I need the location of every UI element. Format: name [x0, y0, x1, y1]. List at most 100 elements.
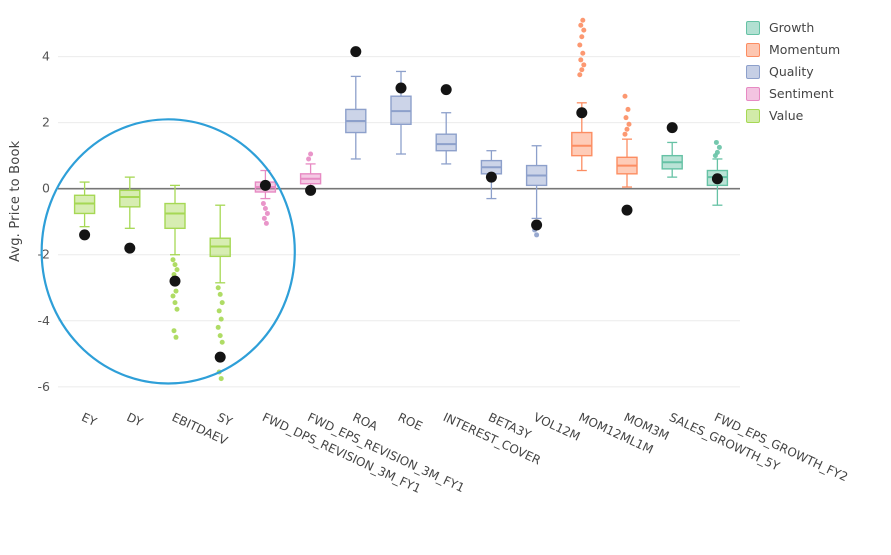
y-tick-label: -2 — [38, 247, 50, 262]
legend-label: Growth — [769, 20, 815, 35]
outlier-point[interactable] — [713, 139, 719, 145]
x-tick-label: DY — [125, 410, 146, 430]
box-interest_cover[interactable] — [435, 133, 457, 152]
current-value-dot-roe[interactable] — [395, 82, 407, 94]
outlier-point[interactable] — [716, 144, 722, 150]
current-value-dot-mom12ml1m[interactable] — [576, 107, 588, 119]
outlier-point[interactable] — [622, 93, 628, 99]
current-value-dot-fwd_dps_revision_3m_fy1[interactable] — [259, 179, 271, 191]
outlier-point[interactable] — [581, 62, 587, 68]
x-tick-label: ROE — [396, 410, 425, 433]
y-tick-label: 4 — [42, 49, 50, 64]
outlier-point[interactable] — [173, 288, 179, 294]
box-ebitdaev[interactable] — [164, 202, 186, 230]
outlier-point[interactable] — [262, 206, 268, 211]
outlier-point[interactable] — [174, 306, 180, 312]
box-group-fwd_eps_revision_3m_fy1 — [299, 151, 322, 196]
box-dy[interactable] — [119, 189, 141, 208]
box-group-roe — [390, 70, 412, 155]
y-tick-label: 0 — [42, 181, 50, 196]
y-tick-label: 2 — [42, 115, 50, 130]
outlier-point[interactable] — [580, 17, 586, 23]
circle-annotation — [40, 118, 296, 385]
current-value-dot-interest_cover[interactable] — [440, 84, 452, 96]
legend-item-value[interactable]: Value — [746, 108, 840, 123]
current-value-dot-beta3y[interactable] — [485, 171, 497, 183]
outlier-point[interactable] — [215, 285, 221, 291]
legend-label: Value — [769, 108, 804, 123]
legend-item-sentiment[interactable]: Sentiment — [746, 86, 840, 101]
current-value-dot-ey[interactable] — [79, 229, 91, 241]
outlier-point[interactable] — [170, 293, 176, 299]
current-value-dot-fwd_eps_growth_fy2[interactable] — [711, 173, 723, 185]
x-tick-label: VOL12M — [531, 410, 582, 444]
box-mom12ml1m[interactable] — [571, 131, 593, 157]
box-group-roa — [345, 46, 367, 160]
box-group-mom3m — [616, 93, 638, 216]
outlier-point[interactable] — [219, 300, 225, 306]
outlier-point[interactable] — [622, 131, 628, 137]
box-group-mom12ml1m — [571, 17, 593, 172]
outlier-point[interactable] — [172, 300, 178, 306]
outlier-point[interactable] — [217, 333, 223, 339]
current-value-dot-roa[interactable] — [350, 46, 362, 58]
outlier-point[interactable] — [264, 210, 270, 216]
outlier-point[interactable] — [624, 126, 630, 132]
current-value-dot-sy[interactable] — [214, 351, 226, 363]
current-value-dot-mom3m[interactable] — [621, 204, 633, 216]
current-value-dot-fwd_eps_revision_3m_fy1[interactable] — [305, 184, 317, 196]
outlier-point[interactable] — [218, 316, 224, 322]
legend-label: Quality — [769, 64, 814, 79]
current-value-dot-dy[interactable] — [124, 242, 136, 254]
outlier-point[interactable] — [170, 257, 176, 263]
outlier-point[interactable] — [577, 42, 583, 48]
legend-item-quality[interactable]: Quality — [746, 64, 840, 79]
outlier-point[interactable] — [308, 151, 314, 157]
box-group-interest_cover — [435, 84, 457, 165]
outlier-point[interactable] — [578, 22, 584, 28]
outlier-point[interactable] — [219, 339, 225, 345]
legend: Growth Momentum Quality Sentiment Value — [746, 20, 840, 123]
box-group-ebitdaev — [164, 184, 186, 340]
outlier-point[interactable] — [217, 291, 223, 297]
outlier-point[interactable] — [215, 324, 221, 330]
outlier-point[interactable] — [577, 72, 583, 78]
outlier-point[interactable] — [261, 215, 267, 221]
outlier-point[interactable] — [263, 220, 269, 226]
legend-item-momentum[interactable]: Momentum — [746, 42, 840, 57]
outlier-point[interactable] — [623, 115, 629, 121]
y-tick-label: -6 — [38, 379, 51, 394]
outlier-point[interactable] — [306, 156, 312, 162]
outlier-point[interactable] — [534, 232, 540, 238]
outlier-point[interactable] — [625, 106, 631, 112]
legend-label: Sentiment — [769, 86, 834, 101]
outlier-point[interactable] — [579, 34, 585, 40]
legend-swatch-value — [746, 108, 760, 123]
y-tick-label: -4 — [38, 313, 51, 328]
x-tick-label: SY — [215, 410, 235, 429]
outlier-point[interactable] — [580, 50, 586, 56]
outlier-point[interactable] — [216, 308, 222, 314]
current-value-dot-sales_growth_5y[interactable] — [666, 122, 678, 134]
outlier-point[interactable] — [714, 149, 720, 155]
outlier-point[interactable] — [581, 27, 587, 33]
legend-item-growth[interactable]: Growth — [746, 20, 840, 35]
outlier-point[interactable] — [218, 376, 224, 382]
legend-swatch-quality — [746, 64, 760, 79]
outlier-point[interactable] — [174, 267, 180, 273]
box-group-fwd_dps_revision_3m_fy1 — [254, 169, 277, 226]
box-group-fwd_eps_growth_fy2 — [706, 139, 729, 206]
box-group-sy — [209, 204, 231, 382]
outlier-point[interactable] — [579, 67, 585, 73]
current-value-dot-ebitdaev[interactable] — [169, 275, 181, 287]
outlier-point[interactable] — [173, 334, 179, 340]
x-tick-label: EY — [79, 410, 99, 429]
outlier-point[interactable] — [578, 57, 584, 63]
outlier-point[interactable] — [626, 121, 632, 127]
box-group-beta3y — [480, 150, 503, 200]
outlier-point[interactable] — [172, 262, 178, 268]
outlier-point[interactable] — [171, 328, 177, 334]
outlier-point[interactable] — [260, 201, 266, 207]
current-value-dot-vol12m[interactable] — [531, 219, 543, 231]
